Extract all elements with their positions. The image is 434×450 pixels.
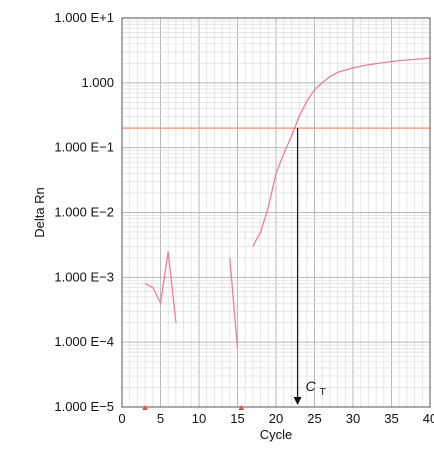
grid-lines	[121, 18, 431, 408]
y-axis-title: Delta Rn	[32, 187, 47, 238]
x-tick-label: 40	[423, 411, 434, 426]
series-group	[144, 57, 431, 349]
x-tick-label: 20	[269, 411, 283, 426]
series-line-segment	[229, 257, 239, 349]
x-tick-label: 0	[118, 411, 125, 426]
y-tick-label: 1.000	[81, 75, 114, 90]
tick-labels-group: 0 5 10 15 20 25 30 35 40 1.000 E+1 1.000 1.000 E−1 1…	[54, 10, 434, 426]
y-tick-label: 1.000 E+1	[54, 10, 114, 25]
series-line-segment	[252, 57, 431, 247]
y-tick-label: 1.000 E−5	[54, 399, 114, 414]
y-tick-label: 1.000 E−3	[54, 269, 114, 284]
ct-arrow-head	[293, 397, 302, 405]
axis-marks-group	[142, 405, 245, 410]
x-tick-label: 30	[346, 411, 360, 426]
axis-mark	[238, 405, 245, 410]
x-tick-label: 35	[384, 411, 398, 426]
ct-label: C T	[306, 378, 326, 398]
ct-label-subscript: T	[320, 387, 326, 398]
x-tick-label: 25	[307, 411, 321, 426]
x-tick-label: 10	[192, 411, 206, 426]
y-tick-label: 1.000 E−4	[54, 334, 114, 349]
y-tick-label: 1.000 E−1	[54, 140, 114, 155]
ct-marker-group	[293, 128, 302, 405]
x-axis-title: Cycle	[260, 427, 293, 442]
ct-label-main: C	[306, 378, 317, 394]
series-line-segment	[144, 251, 177, 323]
y-tick-label: 1.000 E−2	[54, 205, 114, 220]
plot-frame	[121, 17, 431, 408]
x-tick-label: 5	[157, 411, 164, 426]
axis-mark	[142, 405, 149, 410]
x-tick-label: 15	[230, 411, 244, 426]
